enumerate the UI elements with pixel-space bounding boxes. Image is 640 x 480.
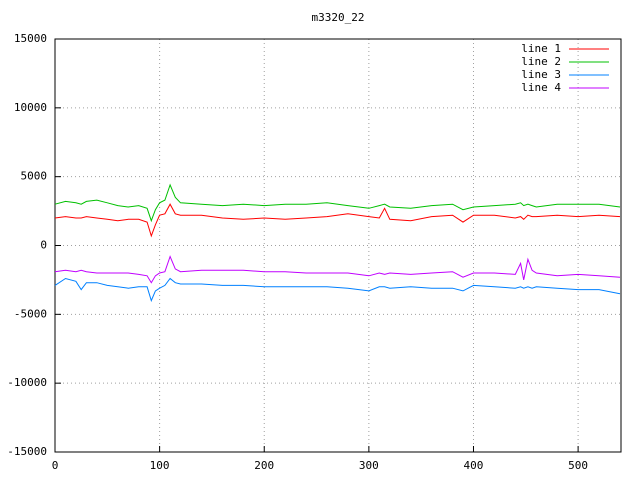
x-tick-label: 0 bbox=[52, 459, 59, 472]
series-line bbox=[54, 183, 621, 223]
x-tick-label: 300 bbox=[359, 459, 379, 472]
legend-label: line 4 bbox=[521, 81, 561, 94]
y-tick-label: -15000 bbox=[7, 445, 47, 458]
legend-label: line 2 bbox=[521, 55, 561, 68]
legend-label: line 3 bbox=[521, 68, 561, 81]
series-line bbox=[54, 255, 621, 284]
x-tick-label: 500 bbox=[568, 459, 588, 472]
plot-border bbox=[54, 38, 622, 453]
x-tick-label: 400 bbox=[464, 459, 484, 472]
y-tick-label: 5000 bbox=[21, 170, 48, 183]
legend-label: line 1 bbox=[521, 42, 561, 55]
chart-title: m3320_22 bbox=[312, 11, 365, 24]
series-line bbox=[54, 277, 621, 303]
y-tick-label: 10000 bbox=[14, 101, 47, 114]
y-tick-label: 15000 bbox=[14, 32, 47, 45]
y-tick-label: -10000 bbox=[7, 376, 47, 389]
x-tick-label: 200 bbox=[254, 459, 274, 472]
y-tick-label: 0 bbox=[40, 239, 47, 252]
y-tick-label: -5000 bbox=[14, 307, 47, 320]
series-line bbox=[54, 203, 621, 238]
x-tick-label: 100 bbox=[150, 459, 170, 472]
